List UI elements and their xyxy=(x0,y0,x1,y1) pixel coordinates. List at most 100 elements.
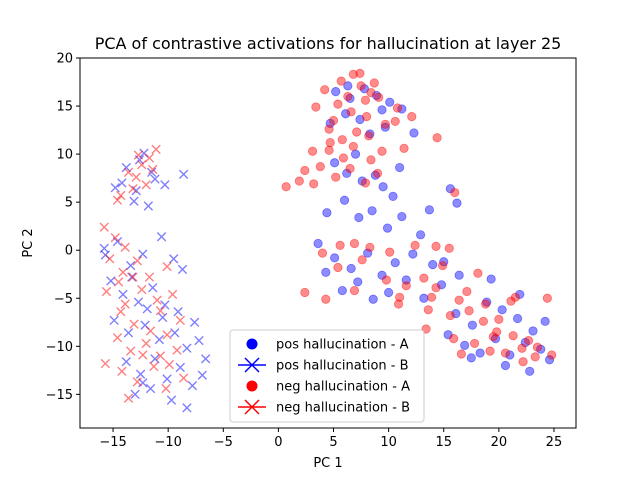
data-point xyxy=(100,358,111,369)
data-point xyxy=(132,256,143,266)
data-point xyxy=(456,349,466,359)
data-point xyxy=(359,84,369,94)
data-point xyxy=(200,354,211,364)
data-point xyxy=(427,292,437,302)
data-point xyxy=(346,107,356,117)
data-point xyxy=(154,334,165,345)
data-point xyxy=(357,176,367,186)
data-point xyxy=(408,249,418,259)
data-point xyxy=(106,276,116,286)
data-point xyxy=(160,180,170,190)
data-point xyxy=(370,170,380,180)
data-point xyxy=(401,275,411,285)
data-point xyxy=(500,348,511,358)
data-point xyxy=(372,168,383,178)
plot-frame xyxy=(79,57,577,429)
data-point xyxy=(431,241,441,251)
data-point xyxy=(281,182,291,192)
data-point xyxy=(366,87,376,98)
data-point xyxy=(490,334,501,344)
data-point xyxy=(397,104,407,114)
data-point xyxy=(146,167,157,178)
data-point xyxy=(333,99,343,109)
legend-label: pos hallucination - A xyxy=(276,338,409,353)
legend-item: pos hallucination - B xyxy=(238,357,409,374)
data-point xyxy=(110,233,120,243)
data-point xyxy=(325,137,335,148)
data-point xyxy=(141,180,151,190)
data-point xyxy=(168,254,179,264)
legend-marker xyxy=(244,399,260,415)
data-point xyxy=(520,337,530,348)
data-point xyxy=(126,346,136,356)
data-point xyxy=(324,124,334,134)
data-point xyxy=(109,315,119,326)
y-tick-label: 10 xyxy=(56,148,73,163)
x-tick-label: 0 xyxy=(274,435,282,450)
data-point xyxy=(321,267,331,277)
data-point xyxy=(161,383,171,394)
data-point xyxy=(123,393,134,403)
data-point xyxy=(164,359,174,370)
data-point xyxy=(525,366,535,376)
data-point xyxy=(311,102,321,112)
data-point xyxy=(123,167,134,178)
x-axis-label: PC 1 xyxy=(313,456,342,471)
data-point xyxy=(155,351,166,361)
data-point xyxy=(388,191,398,201)
data-point xyxy=(371,90,382,101)
data-point xyxy=(444,243,454,253)
data-point xyxy=(360,95,371,105)
data-point xyxy=(197,370,208,380)
data-point xyxy=(542,293,552,303)
data-point xyxy=(330,158,340,168)
data-point xyxy=(117,366,127,376)
data-point xyxy=(381,275,392,285)
data-point xyxy=(349,285,360,296)
data-point xyxy=(486,274,496,284)
data-point xyxy=(524,335,534,346)
data-point xyxy=(339,195,350,205)
data-point xyxy=(544,355,555,365)
data-point xyxy=(395,162,405,173)
x-tick-label: −15 xyxy=(99,435,126,450)
data-point xyxy=(194,335,204,346)
data-point xyxy=(354,212,364,223)
legend: pos hallucination - A pos hallucination -… xyxy=(229,329,425,423)
y-tick-label: −10 xyxy=(46,340,73,355)
data-point xyxy=(352,127,362,137)
data-point xyxy=(377,146,387,156)
data-point xyxy=(369,78,379,88)
data-point xyxy=(101,286,112,297)
data-point xyxy=(300,287,310,298)
data-point xyxy=(462,286,472,297)
y-tick-label: 20 xyxy=(56,52,73,67)
data-point xyxy=(407,112,417,122)
data-point xyxy=(401,281,411,291)
data-point xyxy=(449,334,459,344)
data-point xyxy=(475,348,485,358)
data-point xyxy=(397,211,407,222)
data-point xyxy=(294,176,304,186)
data-point xyxy=(454,295,464,305)
data-point xyxy=(451,309,461,319)
data-point xyxy=(377,105,387,115)
data-point xyxy=(132,377,143,387)
data-point xyxy=(452,198,462,208)
legend-label: pos hallucination - B xyxy=(276,359,409,374)
data-point xyxy=(355,114,365,125)
data-point xyxy=(517,343,527,353)
data-point xyxy=(333,262,343,273)
data-point xyxy=(536,344,546,354)
data-point xyxy=(117,178,127,188)
data-point xyxy=(152,295,162,305)
data-point xyxy=(330,253,340,263)
data-point xyxy=(530,352,540,362)
data-point xyxy=(320,85,330,95)
data-point xyxy=(466,353,476,363)
data-point xyxy=(300,165,310,176)
data-point xyxy=(148,164,158,175)
legend-marker xyxy=(246,338,258,350)
data-point xyxy=(390,258,400,268)
data-point xyxy=(432,133,442,143)
